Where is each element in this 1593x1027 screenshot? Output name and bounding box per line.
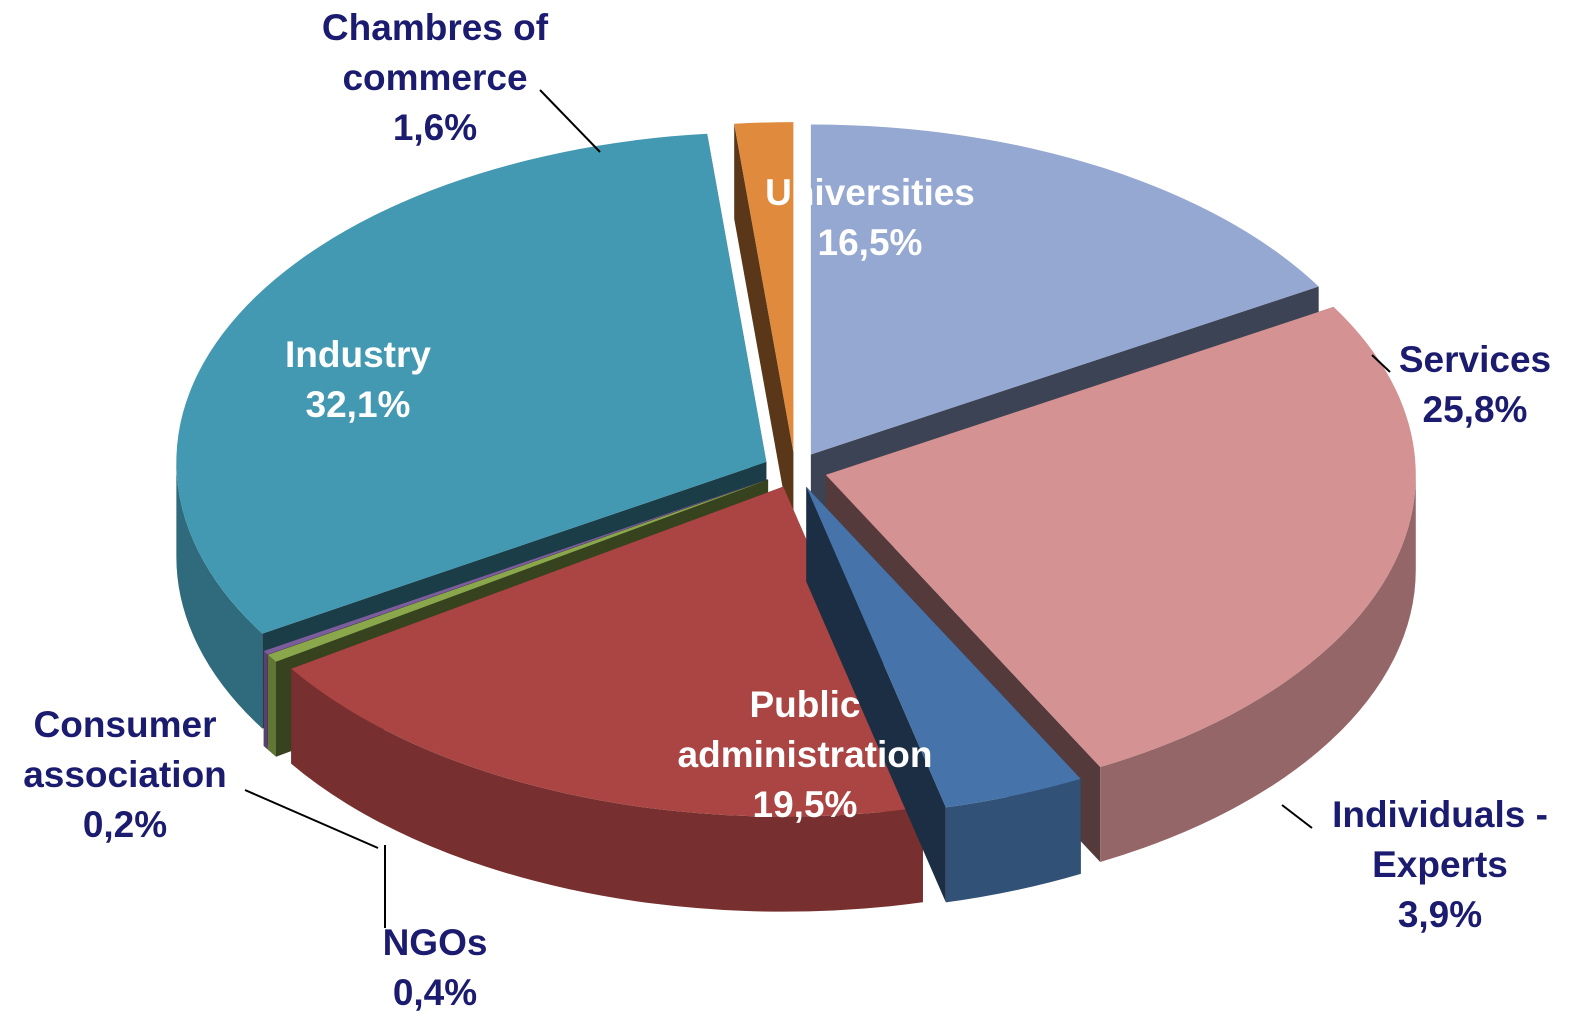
slice-side <box>945 778 1081 903</box>
data-label: Public administration 19,5% <box>645 680 965 830</box>
label-name: Universities <box>765 172 975 213</box>
label-name: Public administration <box>677 684 933 775</box>
slice-wall <box>806 486 946 903</box>
slice <box>291 486 923 817</box>
slice-side <box>176 462 263 729</box>
label-value: 25,8% <box>1422 389 1528 430</box>
label-name: NGOs <box>382 922 488 963</box>
label-name: Individuals - Experts <box>1332 794 1548 885</box>
slice <box>263 479 768 655</box>
label-value: 16,5% <box>817 222 923 263</box>
slice <box>267 479 769 662</box>
data-label: Chambres of commerce 1,6% <box>295 3 575 153</box>
label-value: 32,1% <box>305 384 411 425</box>
slice-side <box>263 650 268 750</box>
leader-line <box>1371 354 1391 373</box>
slice <box>734 122 794 453</box>
label-value: 1,6% <box>392 107 478 148</box>
slice <box>176 133 767 634</box>
label-value: 3,9% <box>1397 894 1483 935</box>
slice <box>806 486 1081 808</box>
label-value: 19,5% <box>752 784 858 825</box>
slice-side <box>267 654 276 757</box>
leader-line <box>244 789 379 849</box>
data-label: Individuals - Experts 3,9% <box>1300 790 1580 940</box>
label-name: Chambres of commerce <box>321 7 549 98</box>
data-label: NGOs 0,4% <box>360 918 510 1018</box>
label-name: Consumer association <box>23 704 227 795</box>
label-value: 0,2% <box>82 804 168 845</box>
slice <box>810 124 1319 455</box>
leader-line <box>1281 804 1313 829</box>
slice <box>825 306 1416 768</box>
leader-line <box>539 89 601 153</box>
data-label: Services 25,8% <box>1375 335 1575 435</box>
slice-wall <box>734 123 794 548</box>
slice-side <box>1100 474 1416 863</box>
label-name: Industry <box>285 334 431 375</box>
data-label: Consumer association 0,2% <box>0 700 255 850</box>
data-label: Universities 16,5% <box>730 168 1010 268</box>
label-name: Services <box>1398 339 1552 380</box>
slice-side <box>291 668 923 912</box>
data-label: Industry 32,1% <box>258 330 458 430</box>
label-value: 0,4% <box>392 972 478 1013</box>
